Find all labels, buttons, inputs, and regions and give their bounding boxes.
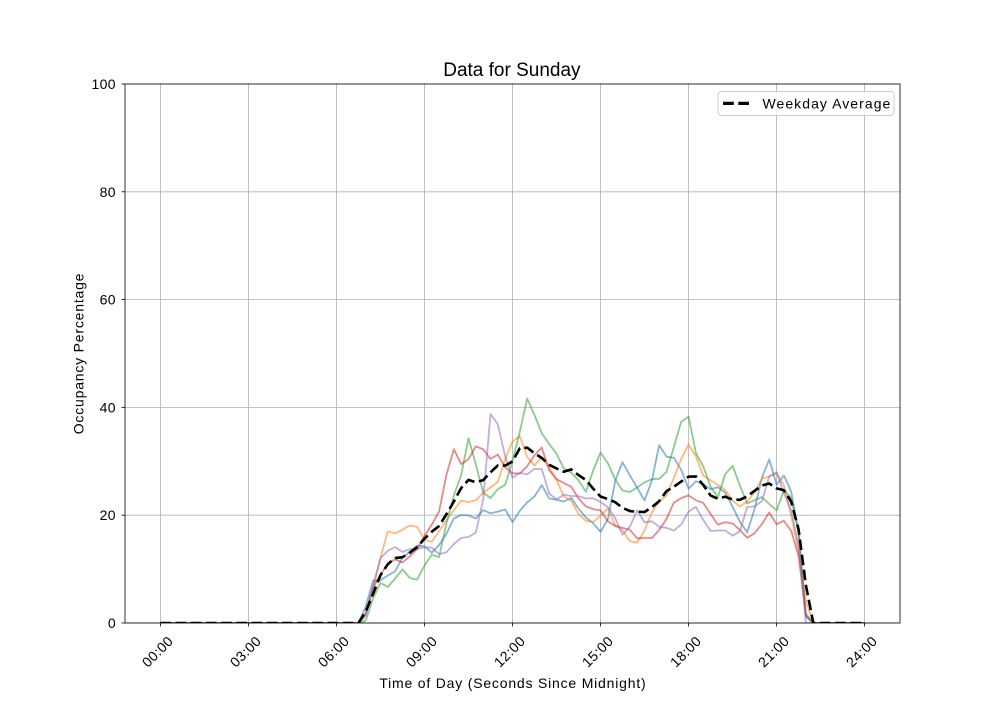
svg-text:Data for Sunday: Data for Sunday: [443, 60, 581, 81]
svg-text:40: 40: [100, 399, 116, 415]
svg-text:Time of Day (Seconds Since Mid: Time of Day (Seconds Since Midnight): [379, 675, 646, 691]
svg-text:20: 20: [100, 507, 116, 523]
svg-text:60: 60: [100, 292, 116, 308]
svg-text:100: 100: [91, 76, 116, 92]
svg-text:Weekday Average: Weekday Average: [763, 96, 892, 112]
svg-text:80: 80: [100, 184, 116, 200]
svg-text:Occupancy Percentage: Occupancy Percentage: [71, 273, 87, 435]
svg-text:0: 0: [108, 615, 116, 631]
